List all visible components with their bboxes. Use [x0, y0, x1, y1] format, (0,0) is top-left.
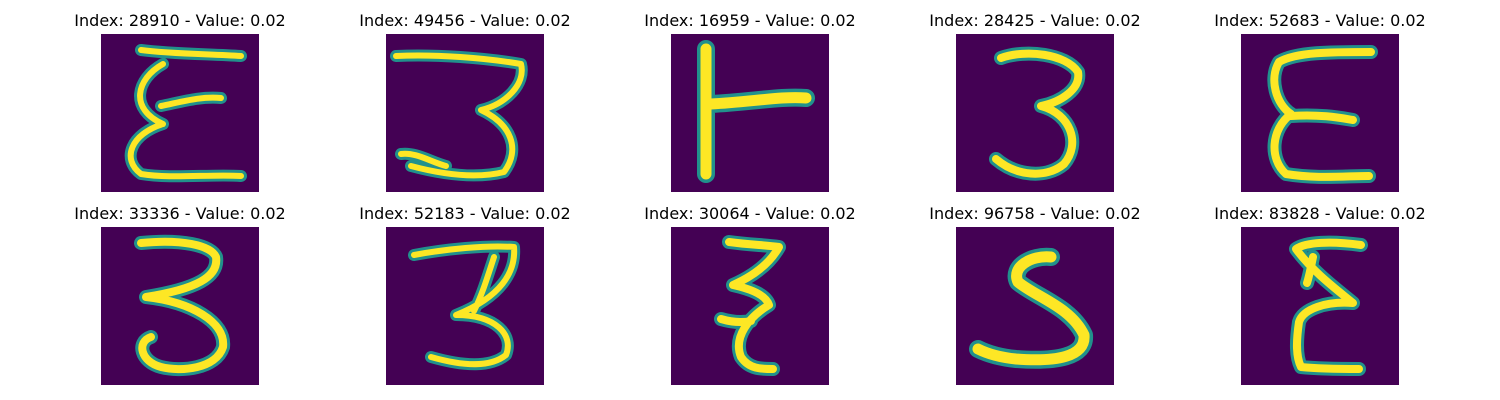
glyph-svg: [1241, 34, 1399, 192]
digit-image: [1241, 34, 1399, 192]
panel-title: Index: 49456 - Value: 0.02: [359, 11, 571, 30]
digit-image: [956, 34, 1114, 192]
glyph-svg: [671, 34, 829, 192]
panel-title: Index: 52183 - Value: 0.02: [359, 204, 571, 223]
digit-image: [671, 227, 829, 385]
glyph-svg: [1241, 227, 1399, 385]
panel-title: Index: 33336 - Value: 0.02: [74, 204, 286, 223]
panel-title: Index: 28425 - Value: 0.02: [929, 11, 1141, 30]
panel-title: Index: 16959 - Value: 0.02: [644, 11, 856, 30]
image-background: [671, 34, 829, 192]
panel-title: Index: 52683 - Value: 0.02: [1214, 11, 1426, 30]
glyph-svg: [956, 34, 1114, 192]
panel-title: Index: 28910 - Value: 0.02: [74, 11, 286, 30]
glyph-svg: [671, 227, 829, 385]
digit-image: [101, 34, 259, 192]
glyph-svg: [101, 34, 259, 192]
panel-title: Index: 30064 - Value: 0.02: [644, 204, 856, 223]
digit-image: [101, 227, 259, 385]
glyph-svg: [386, 34, 544, 192]
digit-image: [386, 227, 544, 385]
glyph-svg: [386, 227, 544, 385]
glyph-svg: [101, 227, 259, 385]
digit-image: [386, 34, 544, 192]
panel-title: Index: 83828 - Value: 0.02: [1214, 204, 1426, 223]
panel-title: Index: 96758 - Value: 0.02: [929, 204, 1141, 223]
digit-image: [956, 227, 1114, 385]
digit-image: [1241, 227, 1399, 385]
glyph-svg: [956, 227, 1114, 385]
digit-image: [671, 34, 829, 192]
